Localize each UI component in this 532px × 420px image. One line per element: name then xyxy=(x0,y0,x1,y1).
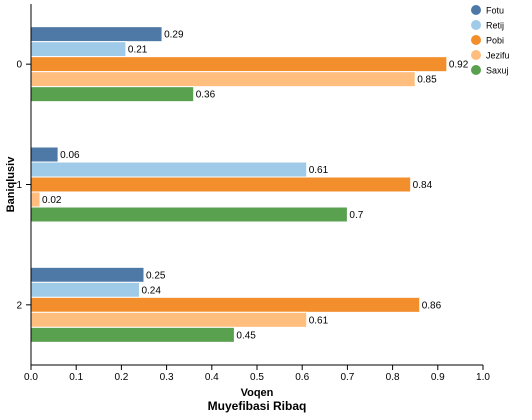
legend-swatch xyxy=(471,20,481,30)
x-tick-label: 0.7 xyxy=(340,372,354,383)
bar-saxuj xyxy=(30,206,348,223)
y-axis-ticks: 0 1 2 xyxy=(16,60,31,311)
x-tick-label: 0.0 xyxy=(24,372,38,383)
x-tick-label: 1.0 xyxy=(476,372,490,383)
bar-value-label: 0.06 xyxy=(60,150,80,161)
x-tick-label: 0.2 xyxy=(114,372,128,383)
bar-value-label: 0.61 xyxy=(309,315,329,326)
legend-swatch xyxy=(471,65,481,75)
axes-layer: 0.0 0.1 0.2 0.3 0.4 0.5 0.6 0.7 0.8 0.9 1.0 0 1 2 xyxy=(16,4,490,383)
bar-jezifu xyxy=(30,311,308,328)
bar-value-label: 0.36 xyxy=(196,90,216,101)
bar-fotu xyxy=(30,26,163,43)
x-tick-label: 0.6 xyxy=(295,372,309,383)
chart-title: Muyefibasi Ribaq xyxy=(208,399,307,413)
x-axis-title: Voqen xyxy=(241,387,274,399)
bar-value-label: 0.21 xyxy=(128,45,148,56)
bar-value-label: 0.45 xyxy=(236,330,256,341)
x-tick-label: 0.8 xyxy=(386,372,400,383)
bar-labels-layer: 0.29 0.21 0.92 0.85 0.36 0.06 0.61 0.84 0.02 0.7 0… xyxy=(42,30,469,342)
legend-label: Jezifu xyxy=(486,51,510,61)
bar-jezifu xyxy=(30,71,416,88)
bar-value-label: 0.84 xyxy=(413,180,433,191)
bar-jezifu xyxy=(30,191,41,208)
bar-value-label: 0.86 xyxy=(422,300,442,311)
bar-saxuj xyxy=(30,326,235,343)
bar-retij xyxy=(30,281,140,298)
bar-retij xyxy=(30,161,308,178)
x-tick-label: 0.5 xyxy=(250,372,264,383)
bar-value-label: 0.02 xyxy=(42,195,62,206)
x-axis-ticks: 0.0 0.1 0.2 0.3 0.4 0.5 0.6 0.7 0.8 0.9 1.0 xyxy=(24,365,490,383)
bar-value-label: 0.61 xyxy=(309,165,329,176)
legend-label: Fotu xyxy=(486,6,504,16)
bars-layer xyxy=(30,26,448,343)
bar-value-label: 0.92 xyxy=(449,60,469,71)
legend-label: Pobi xyxy=(486,36,504,46)
x-tick-label: 0.3 xyxy=(160,372,174,383)
x-tick-label: 0.9 xyxy=(431,372,445,383)
bar-pobi xyxy=(30,296,421,313)
legend-label: Saxuj xyxy=(486,66,509,76)
legend-label: Retij xyxy=(486,21,504,31)
bar-value-label: 0.24 xyxy=(141,285,161,296)
x-tick-label: 0.1 xyxy=(69,372,83,383)
bar-fotu xyxy=(30,146,59,163)
bar-retij xyxy=(30,41,127,58)
y-axis-title: Baniqlusiv xyxy=(5,156,17,213)
bar-pobi xyxy=(30,56,448,73)
y-tick-label: 1 xyxy=(16,180,22,191)
x-tick-label: 0.4 xyxy=(205,372,219,383)
legend-swatch xyxy=(471,50,481,60)
y-tick-label: 2 xyxy=(16,300,22,311)
bar-fotu xyxy=(30,266,145,283)
bar-value-label: 0.29 xyxy=(164,30,184,41)
legend-swatch xyxy=(471,5,481,15)
bar-value-label: 0.25 xyxy=(146,270,166,281)
legend-swatch xyxy=(471,35,481,45)
bar-pobi xyxy=(30,176,412,193)
bar-value-label: 0.7 xyxy=(349,210,363,221)
legend: Fotu Retij Pobi Jezifu Saxuj xyxy=(471,5,510,76)
bar-value-label: 0.85 xyxy=(417,75,437,86)
y-tick-label: 0 xyxy=(16,60,22,71)
bar-saxuj xyxy=(30,86,195,103)
